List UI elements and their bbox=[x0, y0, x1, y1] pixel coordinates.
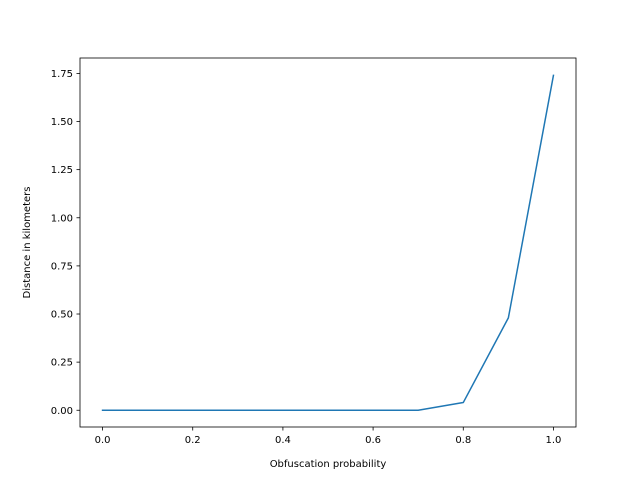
x-tick-label: 0.8 bbox=[455, 435, 471, 446]
x-tick-label: 0.6 bbox=[365, 435, 381, 446]
x-axis-ticks: 0.0 0.2 0.4 0.6 0.8 1.0 bbox=[95, 427, 562, 446]
plot-frame bbox=[79, 57, 577, 428]
x-tick-label: 1.0 bbox=[546, 435, 562, 446]
x-axis-label: Obfuscation probability bbox=[270, 459, 387, 470]
y-axis-label: Distance in kilometers bbox=[22, 187, 33, 299]
y-tick-label: 1.50 bbox=[51, 117, 73, 128]
x-tick-label: 0.2 bbox=[185, 435, 201, 446]
plot-area-background bbox=[80, 58, 576, 427]
series-layer bbox=[101, 74, 555, 411]
y-axis-ticks: 0.00 0.25 0.50 0.75 1.00 1.25 1.50 1.75 bbox=[51, 69, 80, 417]
y-tick-label: 1.00 bbox=[51, 213, 73, 224]
y-tick-label: 0.50 bbox=[51, 310, 73, 321]
y-tick-label: 0.75 bbox=[51, 261, 73, 272]
series-line bbox=[101, 74, 555, 411]
y-tick-label: 1.75 bbox=[51, 69, 73, 80]
y-tick-label: 1.25 bbox=[51, 165, 73, 176]
y-tick-label: 0.00 bbox=[51, 406, 73, 417]
x-tick-label: 0.4 bbox=[275, 435, 291, 446]
x-tick-label: 0.0 bbox=[95, 435, 111, 446]
y-tick-label: 0.25 bbox=[51, 358, 73, 369]
